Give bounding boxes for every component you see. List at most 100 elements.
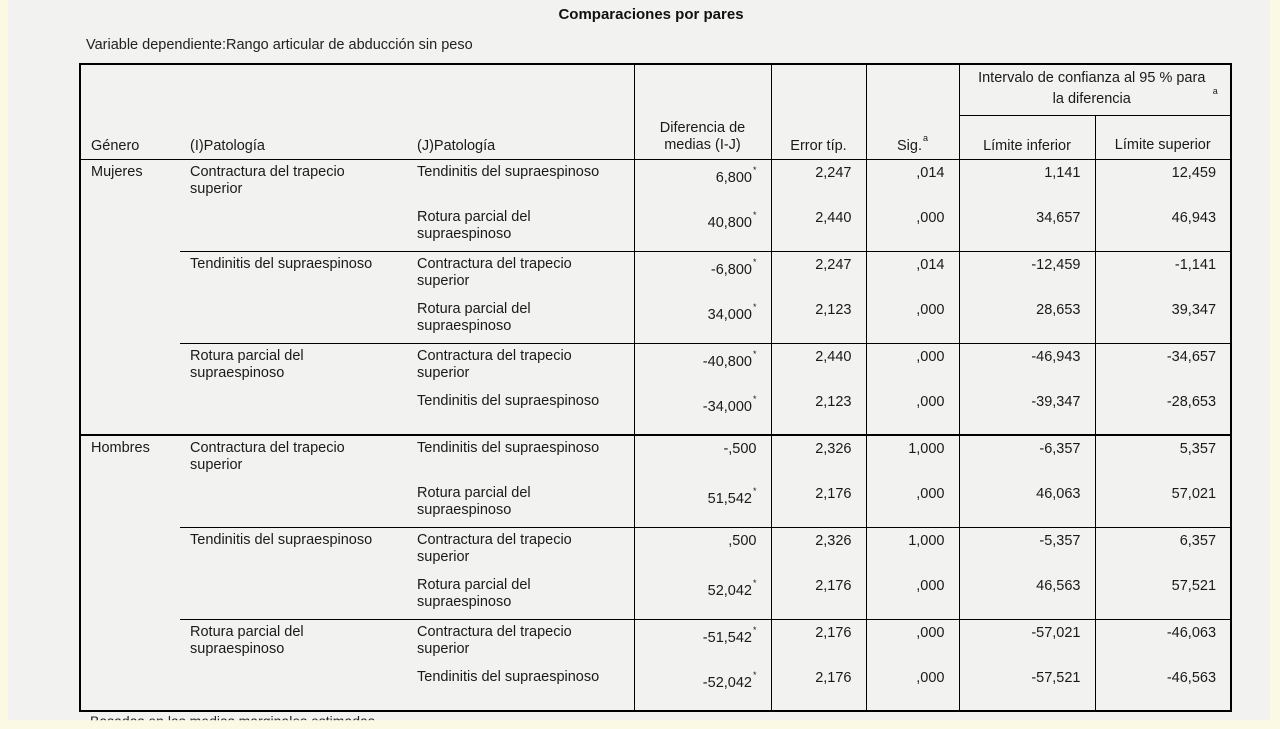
significance-asterisk: *	[752, 256, 757, 267]
table-row: Rotura parcial del supraespinoso Contract…	[80, 618, 1232, 711]
cell-error-value: 2,176	[815, 670, 852, 686]
cell-limite-inferior: -5,357	[958, 526, 1095, 573]
header-limite-superior: Límite superior	[1094, 115, 1232, 160]
cell-diferencia: 40,800*	[633, 205, 771, 251]
cell-sig-value: ,000	[916, 210, 945, 226]
cell-limite-superior: 12,459	[1094, 159, 1232, 205]
cell-limite-superior-value: 39,347	[1171, 302, 1217, 318]
header-intervalo-superscript: a	[1212, 85, 1218, 96]
cell-j-patologia: Contractura del trapecio superior	[407, 618, 634, 665]
cell-j-patologia: Rotura parcial del supraespinoso	[407, 481, 634, 527]
cell-limite-superior: 57,021	[1094, 481, 1232, 527]
cell-limite-inferior-value: -6,357	[1039, 441, 1081, 457]
cell-sig-value: ,000	[916, 302, 945, 318]
cell-sig: ,000	[865, 205, 959, 251]
cell-i-patologia: Contractura del trapecio superior	[180, 159, 407, 251]
cell-j-patologia: Contractura del trapecio superior	[407, 250, 634, 297]
genero-label: Hombres	[91, 440, 150, 456]
cell-limite-inferior-value: -46,943	[1031, 348, 1081, 365]
footnote-cut-off: Basadas en las medias marginales estimad…	[90, 713, 375, 729]
cell-limite-superior-value: 6,357	[1179, 532, 1217, 549]
cell-limite-superior-value: -46,063	[1166, 624, 1217, 641]
j-patologia-label: Contractura del trapecio superior	[417, 531, 572, 565]
significance-asterisk: *	[752, 164, 757, 175]
cell-limite-inferior-value: 28,653	[1036, 302, 1081, 318]
cell-j-patologia: Tendinitis del supraespinoso	[407, 389, 634, 435]
cell-error-value: 2,440	[815, 210, 852, 226]
significance-asterisk: *	[752, 486, 757, 496]
cell-sig-value: ,014	[916, 164, 945, 181]
cell-limite-inferior-value: 1,141	[1044, 164, 1081, 181]
cell-limite-inferior-value: -57,521	[1031, 670, 1081, 686]
cell-limite-inferior: -46,943	[958, 342, 1095, 389]
pairwise-comparisons-table: Género (I)Patología (J)Patología Diferen…	[79, 63, 1233, 712]
cell-error: 2,176	[770, 481, 866, 527]
cell-limite-superior: -34,657	[1094, 342, 1232, 389]
cell-j-patologia: Tendinitis del supraespinoso	[407, 434, 634, 481]
cell-sig-value: 1,000	[908, 532, 945, 549]
cell-sig: ,000	[865, 481, 959, 527]
header-intervalo: Intervalo de confianza al 95 % para la d…	[958, 64, 1232, 116]
cell-limite-inferior: -57,021	[958, 618, 1095, 665]
cell-limite-superior: -1,141	[1094, 250, 1232, 297]
table-row: Rotura parcial del supraespinoso 40,800* 2…	[80, 205, 1232, 251]
cell-limite-superior-value: -28,653	[1166, 394, 1217, 410]
cell-limite-superior: -46,563	[1094, 665, 1232, 711]
cell-j-patologia: Contractura del trapecio superior	[407, 526, 634, 573]
j-patologia-label: Tendinitis del supraespinoso	[417, 440, 600, 456]
cell-limite-inferior: 34,657	[958, 205, 1095, 251]
cell-sig: 1,000	[865, 526, 959, 573]
cell-limite-inferior: -6,357	[958, 434, 1095, 481]
table-row: Tendinitis del supraespinoso -52,042* 2,17…	[80, 665, 1232, 711]
header-error: Error típ.	[770, 64, 866, 160]
cell-error-value: 2,247	[815, 256, 852, 273]
header-sig: Sig.a	[865, 64, 959, 160]
cell-diferencia: -34,000*	[633, 389, 771, 435]
cell-diferencia-value: -52,042	[702, 674, 752, 691]
j-patologia-label: Contractura del trapecio superior	[417, 255, 572, 289]
cell-error: 2,440	[770, 205, 866, 251]
cell-diferencia-value: 52,042	[707, 582, 752, 599]
cell-limite-superior-value: 12,459	[1171, 164, 1217, 181]
cell-error: 2,176	[770, 618, 866, 665]
table-row: Mujeres Contractura del trapecio superior…	[80, 159, 1232, 205]
cell-sig-value: ,000	[916, 348, 945, 365]
j-patologia-label: Contractura del trapecio superior	[417, 347, 572, 381]
cell-genero: Hombres	[80, 434, 180, 711]
cell-limite-inferior: -12,459	[958, 250, 1095, 297]
j-patologia-label: Rotura parcial del supraespinoso	[417, 301, 531, 334]
cell-i-patologia: Rotura parcial del supraespinoso	[180, 342, 407, 435]
cell-diferencia: 52,042*	[633, 573, 771, 619]
cell-limite-inferior: 28,653	[958, 297, 1095, 343]
cell-error-value: 2,176	[815, 624, 852, 641]
cell-limite-inferior-value: 46,063	[1036, 486, 1081, 502]
j-patologia-label: Rotura parcial del supraespinoso	[417, 577, 531, 610]
j-patologia-label: Tendinitis del supraespinoso	[417, 393, 600, 409]
cell-diferencia-value: -40,800	[702, 353, 752, 370]
cell-limite-superior-value: 5,357	[1179, 441, 1217, 457]
table-row: Rotura parcial del supraespinoso Contract…	[80, 342, 1232, 435]
cell-sig: ,014	[865, 250, 959, 297]
cell-error: 2,123	[770, 297, 866, 343]
cell-j-patologia: Rotura parcial del supraespinoso	[407, 205, 634, 251]
cell-diferencia-value: -6,800	[710, 261, 752, 278]
cell-error: 2,176	[770, 573, 866, 619]
table-row: Tendinitis del supraespinoso Contractura …	[80, 250, 1232, 343]
j-patologia-label: Tendinitis del supraespinoso	[417, 669, 600, 685]
i-patologia-label: Tendinitis del supraespinoso	[190, 255, 373, 272]
header-i-patologia: (I)Patología	[180, 64, 407, 160]
cell-limite-superior: -46,063	[1094, 618, 1232, 665]
cell-error: 2,326	[770, 434, 866, 481]
cell-diferencia: -52,042*	[633, 665, 771, 711]
cell-limite-superior-value: 46,943	[1171, 210, 1217, 226]
j-patologia-label: Rotura parcial del supraespinoso	[417, 209, 531, 242]
cell-diferencia-value: 40,800	[707, 214, 752, 231]
cell-limite-inferior-value: 46,563	[1036, 578, 1081, 594]
cell-diferencia: 6,800*	[633, 159, 771, 205]
header-diferencia: Diferencia de medias (I-J)	[633, 64, 771, 160]
cell-sig: ,000	[865, 665, 959, 711]
cell-j-patologia: Contractura del trapecio superior	[407, 342, 634, 389]
cell-limite-inferior-value: -57,021	[1031, 624, 1081, 641]
table-row: Rotura parcial del supraespinoso 34,000* 2…	[80, 297, 1232, 343]
cell-limite-inferior-value: -39,347	[1031, 394, 1081, 410]
